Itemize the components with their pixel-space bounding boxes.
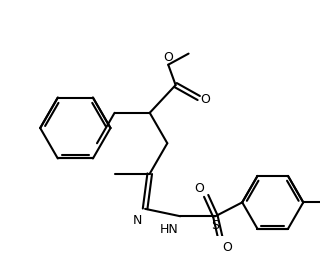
Text: HN: HN bbox=[160, 222, 178, 235]
Text: S: S bbox=[211, 218, 219, 231]
Text: O: O bbox=[195, 181, 204, 194]
Text: O: O bbox=[222, 240, 232, 253]
Text: N: N bbox=[133, 214, 142, 227]
Text: O: O bbox=[163, 51, 173, 64]
Text: O: O bbox=[201, 92, 210, 105]
